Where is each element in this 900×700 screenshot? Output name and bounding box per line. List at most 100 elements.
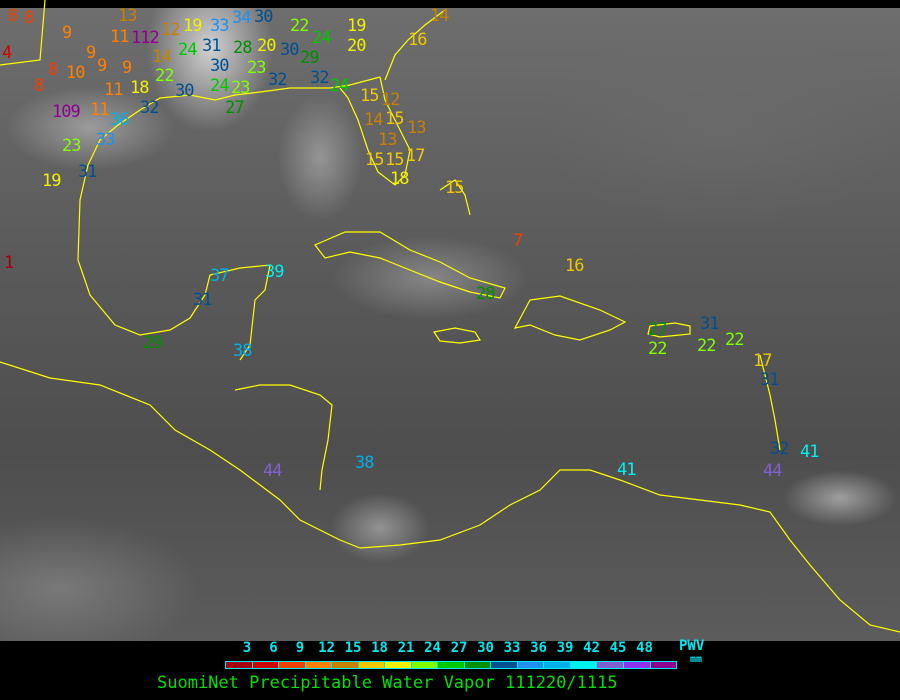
legend-tick: 36: [530, 640, 547, 656]
us-gulf-coast: [139, 76, 381, 111]
legend-swatch: [358, 662, 386, 668]
legend-swatch: [438, 662, 465, 668]
station-pwv-value: 38: [355, 453, 375, 473]
image-title: SuomiNet Precipitable Water Vapor 111220…: [157, 673, 618, 693]
station-pwv-value: 29: [300, 48, 320, 68]
station-pwv-value: 36: [110, 110, 130, 130]
station-pwv-value: 41: [800, 442, 820, 462]
station-pwv-value: 23: [231, 78, 251, 98]
station-pwv-value: 17: [406, 146, 426, 166]
honduras-coast: [234, 384, 333, 491]
hispaniola: [513, 295, 627, 341]
central-america-coast: [0, 361, 361, 549]
legend-swatch: [305, 662, 333, 668]
puerto-rico: [647, 322, 691, 338]
station-pwv-value: 1: [4, 253, 14, 273]
bahamas: [439, 179, 471, 216]
station-pwv-value: 30: [175, 81, 195, 101]
station-pwv-value: 15: [360, 86, 380, 106]
station-pwv-value: 13: [407, 118, 427, 138]
station-pwv-value: 31: [202, 36, 222, 56]
us-east-coast: [384, 9, 446, 81]
station-pwv-value: 30: [210, 56, 230, 76]
legend-swatch: [252, 662, 280, 668]
station-pwv-value: 24: [312, 28, 332, 48]
legend-swatch: [226, 662, 253, 668]
legend-tick: 30: [477, 640, 494, 656]
station-pwv-value: 19: [183, 16, 203, 36]
legend-tick: 27: [450, 640, 468, 656]
legend-colorbar: [225, 661, 677, 669]
station-pwv-value: 17: [753, 351, 773, 371]
legend-tick: 39: [556, 640, 574, 656]
station-pwv-value: 38: [233, 341, 253, 361]
legend-tick: 24: [424, 640, 441, 656]
station-pwv-value: 24: [178, 40, 198, 60]
station-pwv-value: 22: [697, 336, 717, 356]
station-pwv-value: 31: [760, 370, 780, 390]
state-borders: [0, 0, 46, 66]
station-pwv-value: 22: [290, 16, 310, 36]
legend-tick: 3: [242, 640, 252, 656]
station-pwv-value: 15: [445, 178, 465, 198]
florida-coast: [339, 76, 411, 186]
legend-tick: 45: [609, 640, 627, 656]
station-pwv-value: 33: [210, 16, 230, 36]
station-pwv-value: 44: [263, 461, 283, 481]
station-pwv-value: 34: [232, 8, 252, 28]
station-pwv-value: 16: [408, 30, 428, 50]
station-pwv-value: 39: [265, 262, 285, 282]
legend-tick: 18: [371, 640, 388, 656]
legend-tick: 15: [344, 640, 362, 656]
legend-unit: mm: [690, 654, 703, 665]
station-pwv-value: 18: [390, 169, 410, 189]
station-pwv-value: 22: [648, 339, 668, 359]
texas-mexico-coast: [77, 109, 271, 361]
station-pwv-value: 30: [254, 7, 274, 27]
station-pwv-value: 14: [152, 47, 172, 67]
legend-swatch: [544, 662, 571, 668]
station-pwv-value: 109: [52, 102, 81, 122]
legend-swatch: [385, 662, 412, 668]
station-pwv-value: 18: [130, 78, 150, 98]
station-pwv-value: 33: [96, 130, 116, 150]
station-pwv-value: 15: [365, 150, 385, 170]
satellite-image: [0, 8, 900, 641]
legend-tick: 48: [636, 640, 653, 656]
cuba: [314, 231, 506, 299]
station-pwv-value: 32: [310, 68, 330, 88]
station-pwv-value: 13: [118, 6, 138, 26]
station-pwv-value: 12: [381, 90, 401, 110]
station-pwv-value: 14: [430, 6, 450, 26]
legend-tick: 21: [397, 640, 415, 656]
station-pwv-value: 8: [34, 76, 44, 96]
station-pwv-value: 13: [378, 130, 398, 150]
station-pwv-value: 23: [247, 58, 267, 78]
legend-swatch: [491, 662, 518, 668]
station-pwv-value: 29: [143, 333, 163, 353]
legend-tick: 42: [583, 640, 600, 656]
station-pwv-value: 8: [8, 6, 18, 26]
station-pwv-value: 30: [280, 40, 300, 60]
station-pwv-value: 23: [62, 136, 82, 156]
station-pwv-value: 19: [347, 16, 367, 36]
legend-tick: 9: [295, 640, 305, 656]
station-pwv-value: 12: [161, 20, 181, 40]
station-pwv-value: 9: [86, 43, 96, 63]
lesser-antilles: [759, 354, 781, 451]
station-pwv-value: 15: [385, 109, 405, 129]
station-pwv-value: 28: [233, 38, 253, 58]
legend-swatch: [623, 662, 651, 668]
station-pwv-value: 31: [700, 314, 720, 334]
station-pwv-value: 8: [24, 8, 34, 28]
legend-swatch: [597, 662, 624, 668]
legend-swatch: [411, 662, 439, 668]
station-pwv-value: 15: [385, 150, 405, 170]
legend-tick: 6: [269, 640, 278, 656]
legend-tick: 33: [503, 640, 521, 656]
station-pwv-value: 24: [210, 76, 230, 96]
station-pwv-value: 19: [42, 171, 62, 191]
legend-swatch: [570, 662, 598, 668]
legend-swatch: [650, 662, 677, 668]
station-pwv-value: 27: [648, 320, 668, 340]
